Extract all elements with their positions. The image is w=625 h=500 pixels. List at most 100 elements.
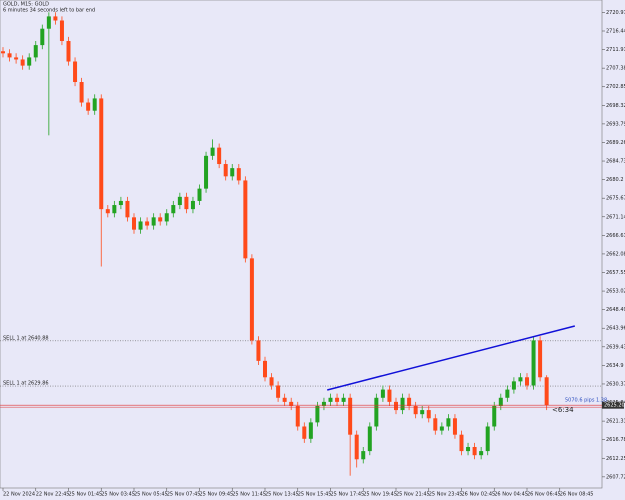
pips-annotation: 5070.6 pips 1.38 xyxy=(565,398,607,404)
candle-body xyxy=(374,397,379,427)
candle-body xyxy=(164,213,169,222)
y-tick-label: 2607.72 xyxy=(606,474,625,480)
x-tick-label: 26 Nov 06:45 xyxy=(527,492,561,498)
candle-body xyxy=(59,20,64,42)
x-tick-label: 25 Nov 15:45 xyxy=(298,492,332,498)
y-tick-label: 2675.67 xyxy=(606,196,625,202)
y-tick-label: 2707.38 xyxy=(606,66,625,72)
y-tick-label: 2639.43 xyxy=(606,344,625,350)
candle-body xyxy=(472,446,477,456)
order-label: SELL 1 at 2629.86 xyxy=(3,381,49,387)
x-tick-label: 25 Nov 09:45 xyxy=(200,492,234,498)
candle-body xyxy=(505,389,510,398)
candle-body xyxy=(145,221,150,226)
candle-body xyxy=(348,397,353,435)
y-tick-label: 2653.02 xyxy=(606,289,625,295)
x-tick-label: 25 Nov 03:45 xyxy=(101,492,135,498)
candle-body xyxy=(387,389,392,402)
candle-body xyxy=(276,385,281,398)
candle-body xyxy=(321,401,326,406)
price-label: 2625.20 xyxy=(604,403,625,409)
candle-body xyxy=(400,397,405,411)
x-tick-label: 25 Nov 07:45 xyxy=(167,492,201,498)
y-tick-label: 2643.96 xyxy=(606,326,625,332)
candle-body xyxy=(354,434,359,460)
y-tick-label: 2716.44 xyxy=(606,29,625,35)
candle-body xyxy=(439,426,444,431)
candle-body xyxy=(459,434,464,452)
candle-body xyxy=(204,155,209,189)
y-tick-label: 2666.61 xyxy=(606,233,625,239)
candle-body xyxy=(367,426,372,452)
candle-body xyxy=(223,164,228,177)
x-tick-label: 25 Nov 23:45 xyxy=(429,492,463,498)
y-tick-label: 2648.49 xyxy=(606,307,625,313)
y-tick-label: 2711.91 xyxy=(606,47,625,53)
candle-body xyxy=(328,397,333,402)
x-tick-label: 26 Nov 08:45 xyxy=(560,492,594,498)
candle-body xyxy=(125,200,130,218)
candle-body xyxy=(361,451,366,460)
x-tick-label: 22 Nov 22:45 xyxy=(36,492,70,498)
candle-body xyxy=(531,340,536,386)
candle-body xyxy=(452,418,457,435)
y-tick-label: 2684.73 xyxy=(606,159,625,165)
candle-body xyxy=(66,41,71,62)
y-tick-label: 2693.79 xyxy=(606,121,625,127)
candle-body xyxy=(79,82,84,103)
chart-title: GOLD, M15: GOLD xyxy=(3,2,49,8)
candle-body xyxy=(7,53,12,58)
candle-body xyxy=(479,451,484,456)
candle-body xyxy=(14,57,19,60)
candle-body xyxy=(46,16,51,29)
candle-body xyxy=(302,426,307,439)
x-tick-label: 26 Nov 04:45 xyxy=(494,492,528,498)
y-tick-label: 2612.25 xyxy=(606,456,625,462)
candle-body xyxy=(498,397,503,406)
trendline xyxy=(327,325,576,391)
y-tick-label: 2671.14 xyxy=(606,214,625,220)
y-tick-label: 2630.37 xyxy=(606,381,625,387)
candle-body xyxy=(295,405,300,427)
candle-body xyxy=(177,196,182,206)
candle-body xyxy=(544,377,549,406)
candle-body xyxy=(426,410,431,419)
candle-body xyxy=(380,389,385,398)
candle-body xyxy=(289,401,294,406)
candle-body xyxy=(518,377,523,382)
candle-body xyxy=(315,405,320,423)
y-tick-label: 2657.55 xyxy=(606,270,625,276)
candle-body xyxy=(158,217,163,222)
candle-body xyxy=(407,397,412,406)
candle-body xyxy=(335,397,340,402)
candle-body xyxy=(171,205,176,214)
y-tick-label: 2616.78 xyxy=(606,437,625,443)
x-tick-label: 25 Nov 19:45 xyxy=(363,492,397,498)
candle-body xyxy=(112,205,117,214)
candle-body xyxy=(446,418,451,427)
candle-body xyxy=(73,61,78,83)
candle-body xyxy=(269,377,274,386)
plot-area xyxy=(0,0,603,489)
candle-body xyxy=(413,405,418,415)
candle-body xyxy=(105,209,110,214)
x-tick-label: 26 Nov 02:45 xyxy=(462,492,496,498)
candle-body xyxy=(511,381,516,390)
y-tick-label: 2702.85 xyxy=(606,84,625,90)
candle-body xyxy=(197,188,202,201)
y-tick-label: 2634.9 xyxy=(606,363,624,369)
candle-body xyxy=(263,360,267,378)
x-tick-label: 25 Nov 21:45 xyxy=(396,492,430,498)
candle-body xyxy=(282,397,287,402)
x-tick-label: 25 Nov 01:45 xyxy=(69,492,103,498)
order-label: SELL 1 at 2640.88 xyxy=(3,335,49,341)
candle-body xyxy=(433,418,438,431)
candle-body xyxy=(27,57,32,66)
y-tick-label: 2720.97 xyxy=(606,10,625,16)
candle-body xyxy=(256,340,261,361)
candle-body xyxy=(151,217,156,226)
candle-body xyxy=(217,147,222,165)
y-tick-label: 2662.08 xyxy=(606,251,625,257)
